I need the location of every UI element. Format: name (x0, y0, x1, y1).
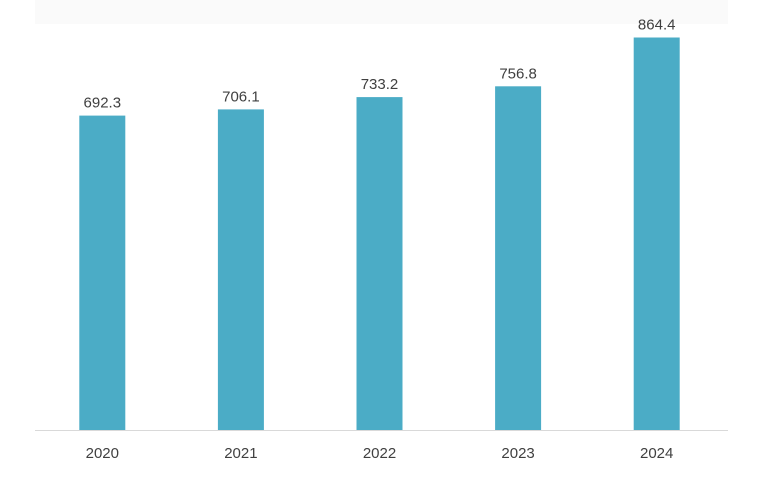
x-tick-label-2022: 2022 (363, 445, 396, 462)
bar-2021 (217, 109, 264, 431)
x-tick-label-2020: 2020 (86, 445, 119, 462)
x-tick-label-2023: 2023 (501, 445, 534, 462)
x-tick-labels-group: 2020 2021 2022 2023 2024 (86, 445, 674, 462)
bar-2020 (79, 115, 126, 430)
bar-2022 (356, 97, 403, 430)
data-labels-group: 692.3 706.1 733.2 756.8 864.4 (84, 17, 676, 112)
bar-2023 (495, 86, 542, 431)
header-strip (35, 0, 728, 24)
data-label-2021: 706.1 (222, 88, 260, 105)
x-tick-label-2021: 2021 (224, 445, 257, 462)
data-label-2020: 692.3 (84, 95, 122, 112)
bar-2024 (633, 37, 680, 430)
data-label-2023: 756.8 (499, 65, 537, 82)
bars-group (79, 37, 680, 431)
data-label-2024: 864.4 (638, 17, 676, 34)
x-tick-label-2024: 2024 (640, 445, 673, 462)
data-label-2022: 733.2 (361, 76, 399, 93)
